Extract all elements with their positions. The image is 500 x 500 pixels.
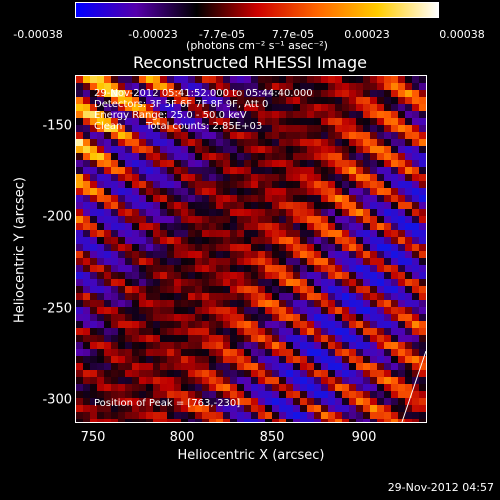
heatmap-image xyxy=(76,76,426,422)
y-tick-label: -250 xyxy=(42,301,72,317)
y-tick-label: -300 xyxy=(42,392,72,408)
colorbar-tick-label: 0.00023 xyxy=(344,28,390,41)
plot-area: 29-Nov-2012 05:41:52.000 to 05:44:40.000… xyxy=(75,75,427,423)
x-tick-label: 750 xyxy=(80,430,106,445)
footer-date: 29-Nov-2012 04:57 xyxy=(387,481,494,494)
annotation-clean: Clean xyxy=(94,121,123,132)
solar-limb-line xyxy=(401,350,426,422)
annotation-peak: Position of Peak = [763,-230] xyxy=(94,398,241,409)
colorbar-tick-label: -0.00023 xyxy=(128,28,178,41)
x-tick-label: 900 xyxy=(351,430,377,445)
annotation-counts: Total counts: 2.85E+03 xyxy=(146,121,263,132)
x-tick-label: 800 xyxy=(169,430,195,445)
y-tick-label: -200 xyxy=(42,209,72,225)
colorbar-unit: (photons cm⁻² s⁻¹ asec⁻²) xyxy=(186,39,328,52)
colorbar-tick-label: -0.00038 xyxy=(13,28,63,41)
annotation-time: 29-Nov-2012 05:41:52.000 to 05:44:40.000 xyxy=(94,88,313,99)
annotation-energy: Energy Range: 25.0 - 50.0 keV xyxy=(94,110,247,121)
colorbar xyxy=(75,2,439,18)
y-axis-label: Heliocentric Y (arcsec) xyxy=(12,177,28,323)
x-axis-label: Heliocentric X (arcsec) xyxy=(177,448,325,463)
colorbar-tick-label: 7.7e-05 xyxy=(271,28,315,41)
x-tick-label: 850 xyxy=(259,430,285,445)
y-tick-label: -150 xyxy=(42,118,72,134)
chart-title: Reconstructed RHESSI Image xyxy=(133,53,367,72)
colorbar-tick-label: -7.7e-05 xyxy=(198,28,246,41)
annotation-detectors: Detectors: 3F 5F 6F 7F 8F 9F, Att 0 xyxy=(94,99,269,110)
colorbar-tick-label: 0.00038 xyxy=(439,28,485,41)
